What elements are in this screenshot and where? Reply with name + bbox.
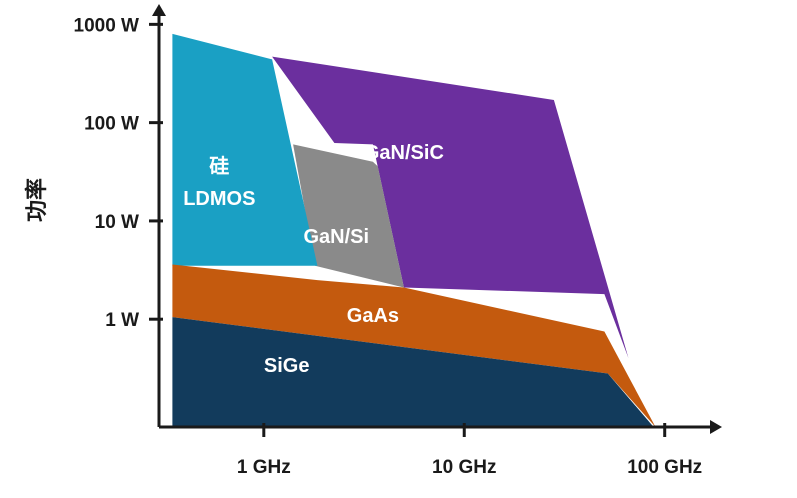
region-label-ldmos-1: LDMOS — [183, 188, 255, 210]
region-label-ldmos-0: 硅 — [209, 155, 229, 178]
region-gan-si — [293, 144, 404, 288]
y-axis-arrow — [152, 4, 166, 16]
x-axis-arrow — [710, 420, 722, 434]
region-label-gan-si: GaN/Si — [304, 226, 370, 248]
region-gan-sic — [272, 56, 629, 359]
axis-ticks: 1 W 10 W 100 W 1000 W 1 GHz 10 GHz 100 GHz — [74, 15, 703, 478]
region-sige — [172, 317, 654, 427]
region-gaas — [172, 264, 656, 427]
y-tick-label: 100 W — [84, 114, 139, 135]
y-axis-title: 功率 — [24, 178, 50, 222]
region-label-sige: SiGe — [264, 355, 310, 377]
x-tick-label: 1 GHz — [237, 457, 291, 478]
y-tick-label: 1000 W — [74, 15, 140, 36]
y-tick-label: 10 W — [95, 212, 139, 233]
y-tick-label: 1 W — [105, 310, 139, 331]
region-ldmos — [172, 33, 318, 266]
x-tick-label: 100 GHz — [627, 457, 702, 478]
region-labels: GaN/SiC GaN/Si 硅 LDMOS GaAs SiGe — [183, 142, 444, 377]
region-label-gan-sic: GaN/SiC — [364, 142, 444, 164]
technology-regions — [172, 33, 656, 427]
region-label-gaas: GaAs — [347, 305, 399, 327]
x-tick-label: 10 GHz — [432, 457, 496, 478]
